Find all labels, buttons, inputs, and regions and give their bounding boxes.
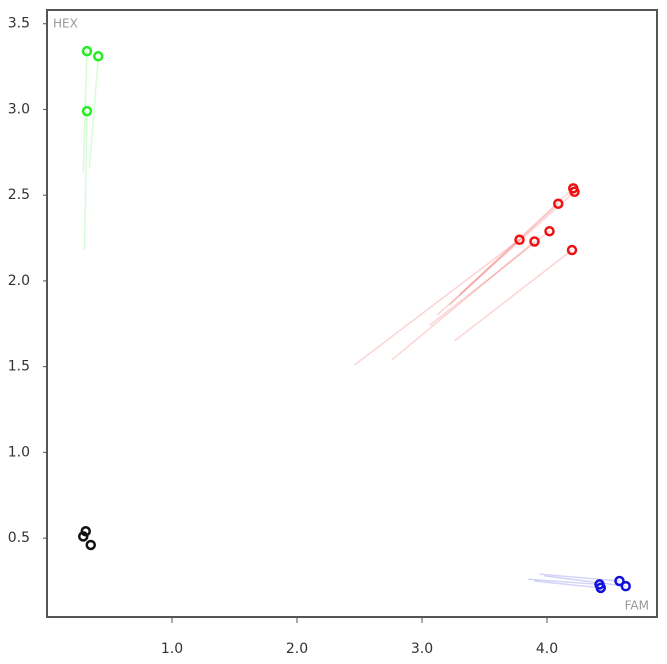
- y-tick-label: 2.0: [8, 273, 30, 289]
- trail: [534, 580, 601, 589]
- trail: [528, 578, 600, 586]
- point: [78, 531, 89, 542]
- point: [81, 105, 93, 117]
- point: [80, 526, 91, 537]
- point: [514, 234, 525, 246]
- x-tick-label: 3.0: [411, 641, 433, 657]
- y-tick-label: 1.5: [8, 359, 30, 375]
- point: [81, 45, 93, 57]
- trail: [82, 51, 88, 173]
- trail: [544, 575, 626, 587]
- trail: [88, 56, 99, 168]
- point: [595, 582, 606, 594]
- y-tick-label: 3.0: [8, 101, 30, 117]
- point: [544, 225, 555, 237]
- trail: [83, 111, 88, 251]
- point: [529, 236, 540, 247]
- x-tick-label: 2.0: [286, 641, 308, 657]
- trail: [454, 249, 573, 342]
- trail: [448, 203, 559, 306]
- x-tick-label: 1.0: [161, 641, 183, 657]
- y-tick-label: 0.5: [8, 530, 30, 546]
- trail: [436, 191, 576, 316]
- point: [614, 575, 625, 587]
- y-axis-label: HEX: [53, 17, 78, 31]
- y-tick-label: 2.5: [8, 187, 30, 203]
- point: [620, 580, 631, 592]
- x-axis-label: FAM: [625, 599, 649, 613]
- point: [566, 244, 578, 256]
- trail: [354, 239, 520, 366]
- point: [93, 51, 104, 62]
- trail: [391, 240, 535, 361]
- trail: [539, 573, 620, 582]
- x-tick-label: 4.0: [536, 641, 558, 657]
- y-tick-label: 1.0: [8, 444, 30, 460]
- trail: [429, 230, 550, 327]
- point: [553, 198, 564, 210]
- point: [85, 539, 96, 551]
- y-tick-label: 3.5: [8, 16, 30, 32]
- point: [569, 186, 580, 198]
- plot-area: [46, 9, 658, 618]
